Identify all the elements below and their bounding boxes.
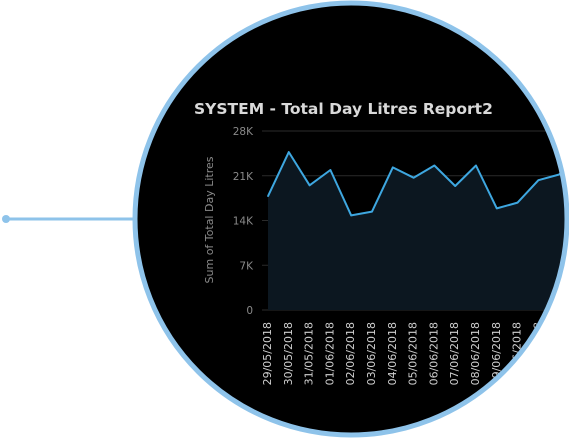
y-tick-label: 21K [233, 171, 254, 183]
x-tick-label: 08/06/2018 [469, 322, 482, 385]
x-tick-label: 09/06/2018 [490, 322, 503, 385]
data-point [475, 164, 477, 167]
data-point [392, 166, 394, 169]
connector-dot [2, 215, 10, 223]
data-point [371, 210, 373, 213]
x-tick-label: 02/06/2018 [344, 322, 357, 385]
data-point [496, 207, 498, 210]
y-tick-label: 28K [233, 126, 254, 138]
series-area [268, 152, 567, 310]
x-tick-label: 01/06/2018 [323, 322, 336, 385]
callout-ring [132, 0, 569, 438]
x-tick-label: 31/05/2018 [303, 322, 316, 385]
x-tick-label: 03/06/2018 [365, 322, 378, 385]
x-tick-label: 30/05/2018 [282, 322, 295, 385]
y-tick-label: 0 [246, 305, 253, 317]
data-point [433, 164, 436, 167]
y-tick-labels: 0 7K 14K 21K 28K [233, 126, 254, 317]
data-point [412, 176, 415, 179]
x-tick-label: 12/06/2018 [552, 322, 565, 385]
data-point [350, 214, 353, 217]
data-point [454, 185, 457, 187]
data-point [537, 179, 540, 182]
data-point [558, 173, 560, 176]
chart-title: SYSTEM - Total Day Litres Report2 [194, 100, 493, 118]
x-tick-label: 05/06/2018 [407, 322, 420, 385]
data-point [267, 195, 269, 198]
y-tick-label: 7K [239, 260, 254, 272]
y-axis-label: Sum of Total Day Litres [203, 156, 216, 283]
data-point [288, 151, 290, 153]
area-layer [268, 152, 567, 310]
x-tick-label: 04/06/2018 [386, 322, 399, 385]
y-tick-label: 14K [233, 216, 254, 228]
data-point [329, 169, 332, 171]
chart-content: SYSTEM - Total Day Litres Report2 Sum of… [194, 100, 567, 385]
data-point [308, 184, 311, 187]
line-layer [267, 151, 567, 217]
x-tick-label: 07/06/2018 [448, 322, 461, 385]
x-tick-label: 06/06/2018 [427, 322, 440, 385]
data-point [516, 201, 519, 204]
x-tick-label: 29/05/2018 [261, 322, 274, 385]
